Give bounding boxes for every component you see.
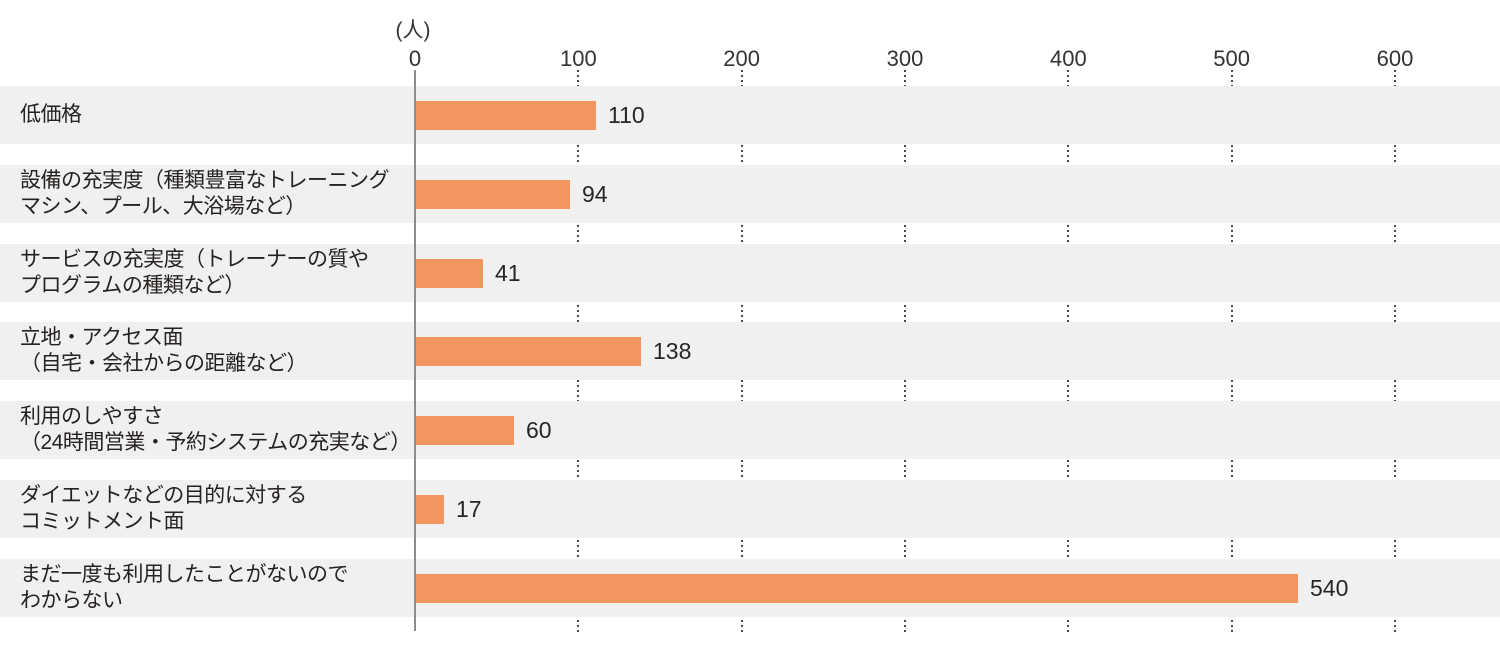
category-label: サービスの充実度（トレーナーの質や プログラムの種類など） — [20, 248, 369, 297]
x-tick-label: 200 — [723, 46, 761, 71]
category-label: まだ一度も利用したことがないので わからない — [20, 563, 349, 612]
y-axis-line — [414, 70, 416, 631]
row-band: 設備の充実度（種類豊富なトレーニング マシン、プール、大浴場など） — [0, 165, 1500, 223]
bar — [416, 495, 444, 524]
bar — [416, 259, 483, 288]
row-band: サービスの充実度（トレーナーの質や プログラムの種類など） — [0, 244, 1500, 302]
axis-unit-label: (人) — [395, 19, 431, 42]
x-tick-label: 0 — [408, 46, 422, 71]
bar — [416, 416, 514, 445]
row-band: 低価格 — [0, 86, 1500, 144]
value-label: 138 — [653, 338, 692, 364]
row-band: ダイエットなどの目的に対する コミットメント面 — [0, 480, 1500, 538]
x-tick-label: 500 — [1213, 46, 1251, 71]
bar — [416, 337, 641, 366]
value-label: 540 — [1310, 575, 1349, 601]
category-label: 低価格 — [20, 103, 82, 126]
category-label: 立地・アクセス面 （自宅・会社からの距離など） — [20, 326, 308, 375]
value-label: 41 — [495, 260, 521, 286]
category-label: ダイエットなどの目的に対する コミットメント面 — [20, 484, 307, 533]
value-label: 17 — [456, 496, 482, 522]
value-label: 60 — [526, 417, 552, 443]
x-tick-label: 400 — [1049, 46, 1087, 71]
x-tick-label: 600 — [1376, 46, 1414, 71]
row-band: 立地・アクセス面 （自宅・会社からの距離など） — [0, 322, 1500, 380]
value-label: 110 — [608, 102, 645, 128]
category-label: 利用のしやすさ （24時間営業・予約システムの充実など） — [20, 405, 411, 454]
x-tick-label: 300 — [886, 46, 924, 71]
bar — [416, 180, 570, 209]
bar — [416, 574, 1298, 603]
bar — [416, 101, 596, 130]
x-tick-label: 100 — [559, 46, 597, 71]
row-band: 利用のしやすさ （24時間営業・予約システムの充実など） — [0, 401, 1500, 459]
category-label: 設備の充実度（種類豊富なトレーニング マシン、プール、大浴場など） — [20, 169, 390, 218]
value-label: 94 — [582, 181, 608, 207]
